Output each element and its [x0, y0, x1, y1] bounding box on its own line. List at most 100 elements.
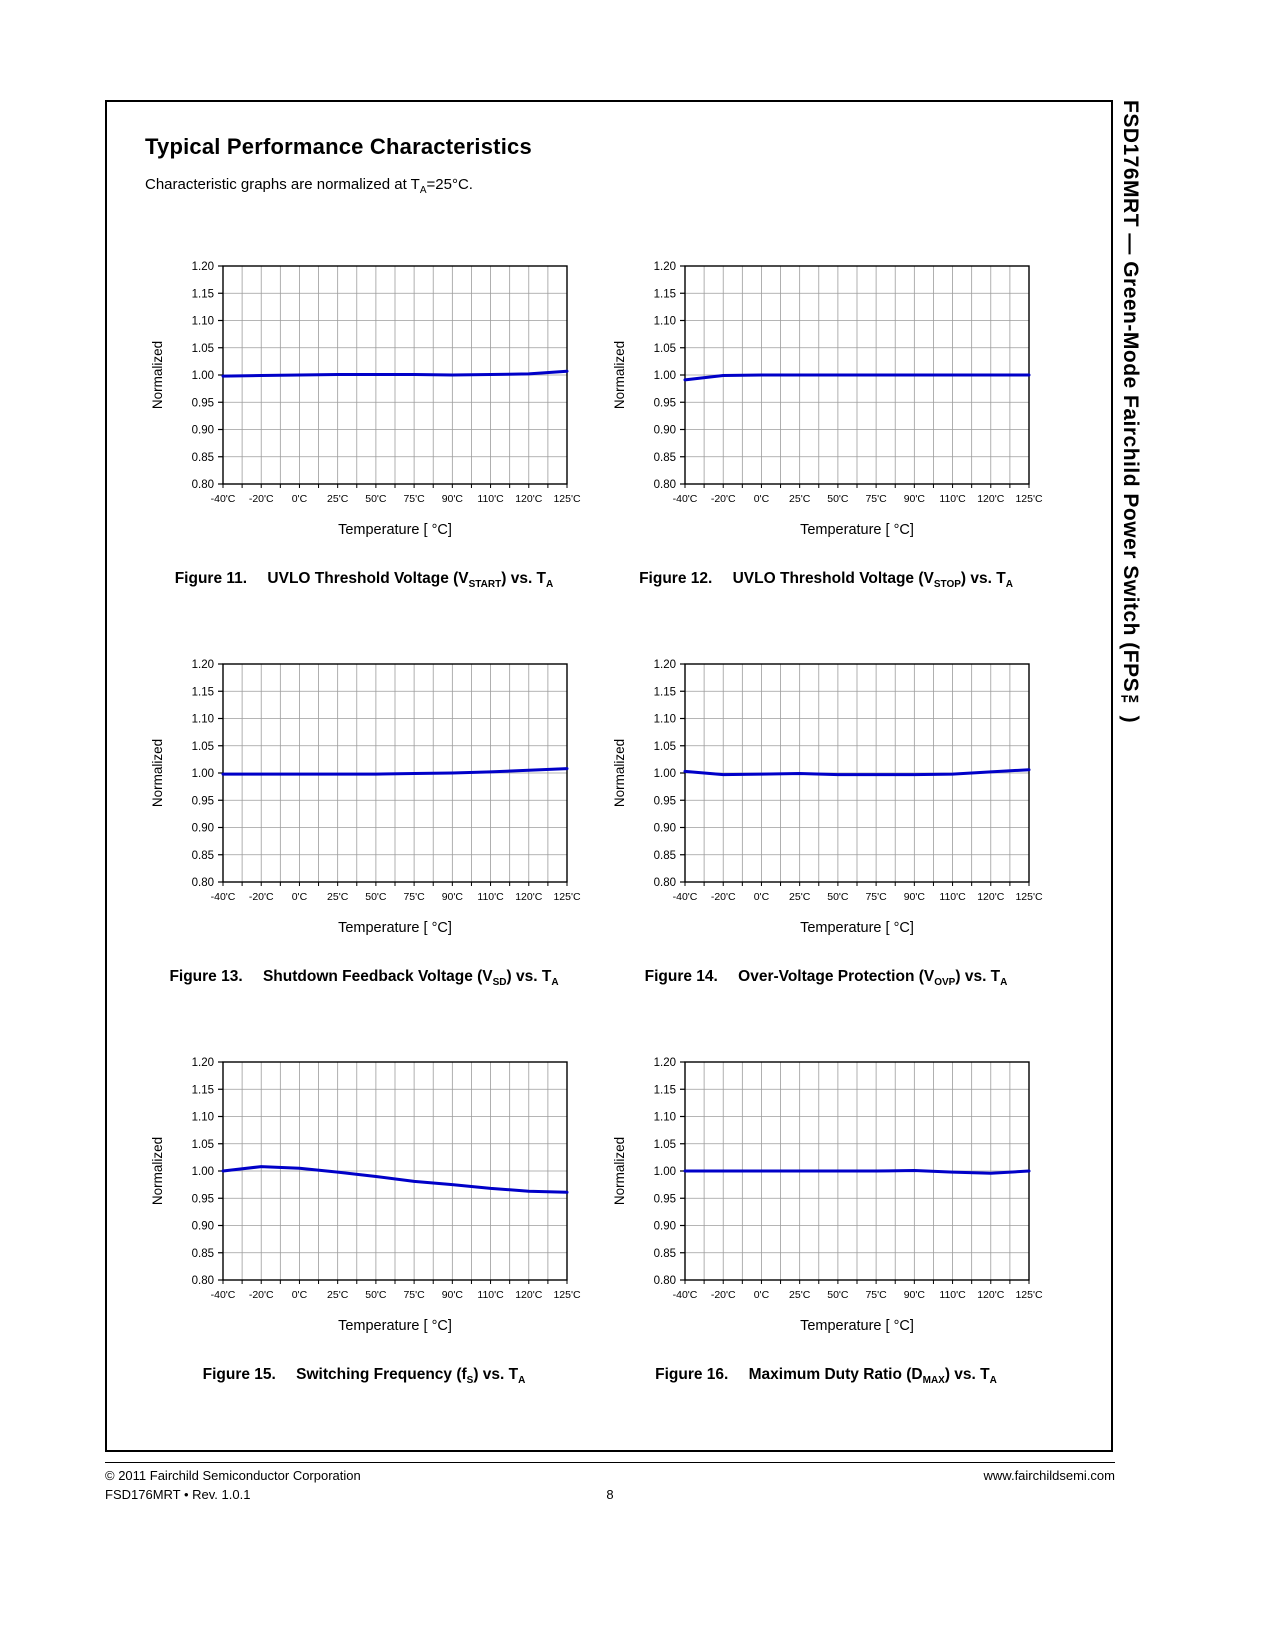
chart-block: 1.20 1.15 1.10 1.05 1.00 0.95 0.90 0.85 0.80 -40'…: [145, 1050, 583, 1386]
svg-text:110'C: 110'C: [939, 493, 966, 505]
figure-caption: Figure 16. Maximum Duty Ratio (DMAX) vs.…: [607, 1366, 1045, 1386]
svg-text:-20'C: -20'C: [711, 1289, 736, 1301]
svg-text:-40'C: -40'C: [211, 891, 236, 903]
svg-text:1.15: 1.15: [654, 1084, 676, 1096]
svg-text:75'C: 75'C: [403, 493, 425, 505]
svg-text:50'C: 50'C: [827, 891, 849, 903]
svg-text:0.95: 0.95: [192, 1193, 214, 1205]
svg-text:0.80: 0.80: [654, 1275, 676, 1287]
svg-text:0'C: 0'C: [292, 1289, 308, 1301]
svg-text:-20'C: -20'C: [249, 493, 274, 505]
svg-text:110'C: 110'C: [477, 1289, 504, 1301]
y-axis-labels: 1.20 1.15 1.10 1.05 1.00 0.95 0.90 0.85 0.80: [192, 1057, 223, 1287]
subscript-text: A: [1000, 977, 1008, 989]
svg-text:1.15: 1.15: [192, 686, 214, 698]
svg-text:1.00: 1.00: [192, 768, 214, 780]
svg-text:50'C: 50'C: [827, 1289, 849, 1301]
footer-divider: [105, 1462, 1115, 1463]
subscript-text: A: [518, 1375, 526, 1387]
y-axis-title: Normalized: [150, 341, 165, 409]
svg-text:1.15: 1.15: [654, 686, 676, 698]
svg-text:120'C: 120'C: [515, 891, 543, 903]
chart-block: 1.20 1.15 1.10 1.05 1.00 0.95 0.90 0.85 0.80 -40'…: [607, 1050, 1045, 1386]
text-run: Switching Frequency (f: [296, 1366, 467, 1384]
data-line: [221, 1165, 569, 1194]
y-axis-labels: 1.20 1.15 1.10 1.05 1.00 0.95 0.90 0.85 0.80: [654, 1057, 685, 1287]
page-title: Typical Performance Characteristics: [145, 134, 532, 159]
svg-text:1.20: 1.20: [192, 659, 214, 671]
text-run: ) vs. T: [473, 1366, 519, 1384]
figure-caption-text: Maximum Duty Ratio (DMAX) vs. TA: [749, 1366, 997, 1387]
svg-text:50'C: 50'C: [365, 1289, 387, 1301]
svg-text:0.95: 0.95: [192, 397, 214, 409]
svg-text:0.85: 0.85: [654, 850, 676, 862]
figure-label: Figure 11.: [174, 570, 248, 587]
svg-text:125'C: 125'C: [553, 493, 581, 505]
chart-block: 1.20 1.15 1.10 1.05 1.00 0.95 0.90 0.85 0.80 -40'…: [607, 652, 1045, 988]
svg-text:0.90: 0.90: [192, 823, 214, 835]
svg-text:0.85: 0.85: [654, 1248, 676, 1260]
svg-text:1.05: 1.05: [654, 1139, 676, 1151]
subscript-text: A: [546, 579, 554, 591]
x-axis-labels: -40'C -20'C 0'C 25'C 50'C 75'C 90'C 110'C 120'C 1…: [211, 484, 581, 505]
text-run: ) vs. T: [960, 570, 1006, 587]
text-run: UVLO Threshold Voltage (V: [267, 570, 469, 587]
svg-text:1.05: 1.05: [654, 343, 676, 355]
svg-text:0.80: 0.80: [192, 479, 214, 491]
svg-text:1.00: 1.00: [192, 1166, 214, 1178]
content-border-box: Typical Performance Characteristics Char…: [105, 100, 1113, 1452]
svg-text:1.15: 1.15: [654, 288, 676, 300]
svg-text:25'C: 25'C: [789, 493, 811, 505]
text-run: ) vs. T: [955, 968, 1001, 986]
figure-caption: Figure 15. Switching Frequency (fS) vs. …: [145, 1366, 583, 1386]
svg-text:110'C: 110'C: [939, 891, 966, 903]
svg-text:1.20: 1.20: [192, 1057, 214, 1069]
svg-text:1.10: 1.10: [654, 1112, 676, 1124]
svg-text:1.10: 1.10: [654, 316, 676, 328]
svg-text:1.00: 1.00: [192, 370, 214, 382]
subscript-text: SD: [492, 977, 507, 989]
figure-caption-text: Over-Voltage Protection (VOVP) vs. TA: [738, 968, 1008, 989]
subscript-text: A: [1005, 579, 1013, 591]
svg-text:90'C: 90'C: [904, 493, 926, 505]
svg-text:110'C: 110'C: [477, 493, 504, 505]
x-axis-title: Temperature [ °C]: [338, 920, 452, 936]
chart-plot: 1.201.151.101.051.000.950.900.850.80-40'…: [150, 659, 581, 936]
svg-text:1.00: 1.00: [654, 1166, 676, 1178]
svg-text:0'C: 0'C: [754, 1289, 770, 1301]
y-axis-title: Normalized: [612, 739, 627, 807]
svg-text:0.90: 0.90: [192, 425, 214, 437]
data-line: [221, 767, 569, 776]
svg-text:25'C: 25'C: [327, 493, 349, 505]
y-axis-title: Normalized: [612, 1137, 627, 1205]
text-run: UVLO Threshold Voltage (V: [732, 570, 934, 587]
svg-text:90'C: 90'C: [904, 891, 926, 903]
svg-text:-40'C: -40'C: [673, 891, 698, 903]
figure-label: Figure 14.: [644, 968, 718, 986]
svg-text:1.00: 1.00: [654, 370, 676, 382]
subscript-text: A: [551, 977, 559, 989]
chart-plot: 1.201.151.101.051.000.950.900.850.80-40'…: [612, 261, 1043, 538]
figure-caption: Figure 14. Over-Voltage Protection (VOVP…: [607, 968, 1045, 988]
figure-caption-text: UVLO Threshold Voltage (VSTART) vs. TA: [267, 570, 554, 591]
gridlines: [222, 1061, 568, 1281]
figure-caption: Figure 12. UVLO Threshold Voltage (VSTOP…: [607, 570, 1045, 590]
svg-text:0.90: 0.90: [192, 1221, 214, 1233]
svg-text:125'C: 125'C: [553, 1289, 581, 1301]
figure-caption-text: UVLO Threshold Voltage (VSTOP) vs. TA: [732, 570, 1013, 591]
svg-text:120'C: 120'C: [515, 493, 543, 505]
svg-text:-20'C: -20'C: [249, 1289, 274, 1301]
svg-text:0.80: 0.80: [654, 877, 676, 889]
svg-text:90'C: 90'C: [442, 493, 464, 505]
svg-text:0'C: 0'C: [754, 891, 770, 903]
chart-plot: 1.201.151.101.051.000.950.900.850.80-40'…: [150, 1057, 581, 1334]
figure-caption: Figure 13. Shutdown Feedback Voltage (VS…: [145, 968, 583, 988]
svg-text:90'C: 90'C: [442, 1289, 464, 1301]
x-axis-title: Temperature [ °C]: [338, 522, 452, 538]
svg-text:0.95: 0.95: [654, 1193, 676, 1205]
svg-text:0.95: 0.95: [654, 397, 676, 409]
x-axis-title: Temperature [ °C]: [800, 1318, 914, 1334]
figure-label: Figure 12.: [639, 570, 713, 587]
subscript-text: MAX: [922, 1375, 945, 1387]
